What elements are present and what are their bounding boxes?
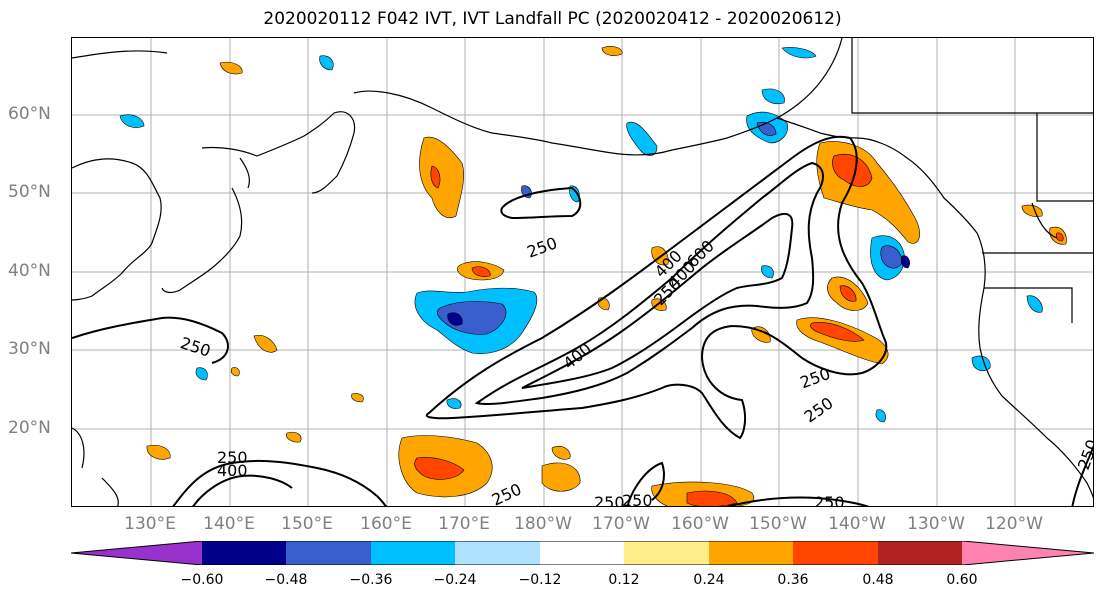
lon-label-140e: 140°E <box>203 514 255 534</box>
colorbar-tick: 0.36 <box>777 572 808 588</box>
contour-label: 250 <box>594 493 625 507</box>
colorbar-extend-low <box>71 541 202 565</box>
figure-title: 2020020112 F042 IVT, IVT Landfall PC (20… <box>0 9 1105 29</box>
lat-label-30n: 30°N <box>8 339 51 359</box>
colorbar-tick: 0.24 <box>693 572 724 588</box>
lat-label-40n: 40°N <box>8 261 51 281</box>
lat-label-60n: 60°N <box>8 104 51 124</box>
lon-label-150w: 150°W <box>749 514 807 534</box>
lon-label-140w: 140°W <box>828 514 886 534</box>
lon-label-130e: 130°E <box>124 514 176 534</box>
contour-label: 250 <box>1074 437 1094 472</box>
contour-label: 400 <box>559 339 595 373</box>
lon-label-120w: 120°W <box>985 514 1043 534</box>
contour-label: 250 <box>489 479 525 507</box>
contour-label: 250 <box>801 393 837 426</box>
colorbar-extend-high <box>962 541 1094 565</box>
colorbar-swatch <box>878 541 963 565</box>
colorbar-swatch <box>793 541 878 565</box>
colorbar-swatch <box>202 541 287 565</box>
colorbar-tick: −0.36 <box>350 572 393 588</box>
contour-label: 250 <box>814 493 845 507</box>
colorbar-tick: −0.60 <box>181 572 224 588</box>
colorbar-tick: 0.12 <box>608 572 639 588</box>
lon-label-170e: 170°E <box>438 514 490 534</box>
map-canvas: 250 250 400 250 400 250 250 400 600 250 … <box>72 38 1094 507</box>
colorbar-swatch <box>455 541 540 565</box>
colorbar-tick: −0.24 <box>434 572 477 588</box>
colorbar-tick: −0.48 <box>265 572 308 588</box>
lon-label-150e: 150°E <box>281 514 333 534</box>
lon-label-160e: 160°E <box>360 514 412 534</box>
contour-label: 250 <box>798 364 833 392</box>
contour-label: 250 <box>622 491 653 507</box>
lon-label-170w: 170°W <box>592 514 650 534</box>
colorbar-tick: −0.12 <box>519 572 562 588</box>
lon-label-180w: 180°W <box>514 514 572 534</box>
colorbar-swatch <box>709 541 794 565</box>
colorbar-swatch <box>624 541 709 565</box>
lat-label-50n: 50°N <box>8 182 51 202</box>
colorbar-swatch <box>286 541 371 565</box>
colorbar <box>71 541 1094 565</box>
contour-label: 250 <box>178 333 213 361</box>
lon-label-160w: 160°W <box>671 514 729 534</box>
lat-label-20n: 20°N <box>8 418 51 438</box>
contour-label: 400 <box>217 461 248 480</box>
colorbar-tick: 0.48 <box>862 572 893 588</box>
map-panel: 250 250 400 250 400 250 250 400 600 250 … <box>71 37 1094 507</box>
lon-label-130w: 130°W <box>907 514 965 534</box>
colorbar-tick: 0.60 <box>946 572 977 588</box>
graticule <box>72 38 1094 507</box>
contour-label: 250 <box>524 233 559 261</box>
colorbar-swatch <box>371 541 456 565</box>
colorbar-swatch <box>540 541 625 565</box>
